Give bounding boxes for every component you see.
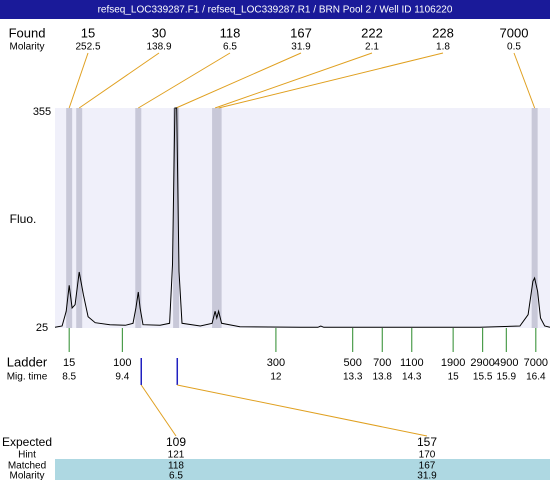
found-band [66,108,73,328]
found-molarity: 252.5 [75,42,100,53]
y-label: Fluo. [10,212,37,226]
plot-area [55,108,550,328]
found-connector [175,52,302,109]
found-molarity: 0.5 [507,42,521,53]
ladder-time: 13.8 [373,372,393,383]
found-molarity: 138.9 [146,42,171,53]
found-band [76,108,83,328]
found-molarity: 1.8 [436,42,450,53]
matched-molarity: 31.9 [417,471,437,480]
matched-size: 118 [168,461,184,472]
expected-connector [177,384,428,437]
found-size: 167 [290,25,312,40]
ladder-time: 13.3 [343,372,363,383]
molarity-label: Molarity [9,42,44,53]
hint-size: 121 [168,450,185,461]
matched-label: Matched [8,461,46,472]
ladder-time: 8.5 [62,372,76,383]
ladder-time: 15 [448,372,460,383]
found-band [531,108,538,328]
found-connector [513,52,536,109]
ladder-time: 15.5 [473,372,493,383]
title-bar [0,0,550,19]
ladder-size: 700 [373,357,391,369]
window-title: refseq_LOC339287.F1 / refseq_LOC339287.R… [98,5,453,16]
y-tick-label: 355 [33,106,51,118]
found-connector [78,52,160,109]
found-connector [68,52,89,109]
found-size: 15 [81,25,95,40]
mig-time-label: Mig. time [7,372,48,383]
found-connector [214,52,373,109]
hint-label: Hint [18,450,36,461]
found-molarity: 31.9 [291,42,311,53]
found-size: 30 [152,25,166,40]
found-size: 118 [220,25,241,40]
hint-size: 170 [419,450,436,461]
expected-size: 157 [417,435,437,449]
ladder-size: 4900 [494,357,518,369]
found-band [135,108,142,328]
matched-molarity: 6.5 [169,471,183,480]
matched-band [55,459,550,480]
exp-molarity-label: Molarity [9,471,44,480]
matched-size: 167 [419,461,436,472]
trace [54,107,550,328]
ladder-time: 12 [270,372,282,383]
ladder-size: 2900 [470,357,494,369]
ladder-time: 16.4 [526,372,546,383]
expected-connector [140,384,177,437]
found-connector [138,52,231,109]
found-molarity: 2.1 [365,42,379,53]
found-band [173,108,180,328]
ladder-size: 7000 [524,357,548,369]
ladder-label: Ladder [7,354,48,369]
ladder-size: 1100 [400,357,424,369]
found-size: 228 [432,25,454,40]
found-band [212,108,219,328]
ladder-size: 300 [267,357,285,369]
found-label: Found [9,25,46,40]
found-size: 222 [361,25,383,40]
ladder-time: 14.3 [402,372,422,383]
ladder-size: 500 [344,357,362,369]
ladder-time: 15.9 [497,372,517,383]
found-molarity: 6.5 [223,42,237,53]
ladder-size: 1900 [441,357,465,369]
y-tick-label: 25 [36,322,48,334]
ladder-size: 100 [113,357,131,369]
expected-label: Expected [2,435,52,449]
found-connector [218,52,444,109]
ladder-size: 15 [63,357,75,369]
found-band [215,108,222,328]
ladder-time: 9.4 [115,372,129,383]
found-size: 7000 [500,25,529,40]
expected-size: 109 [166,435,186,449]
